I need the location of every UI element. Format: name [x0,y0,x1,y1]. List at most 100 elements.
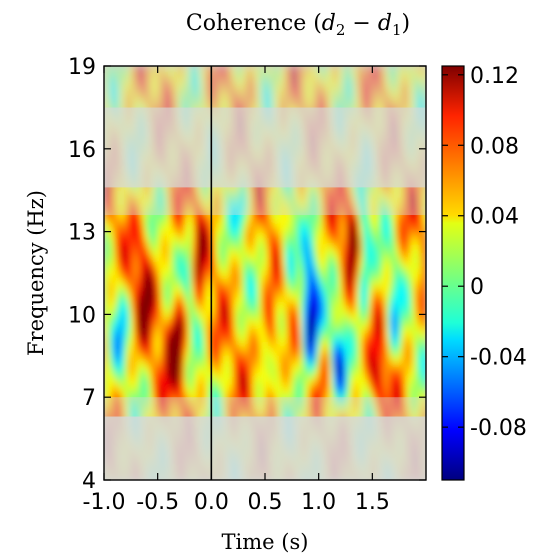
heatmap-cell [231,383,236,391]
heatmap-cell [187,224,192,233]
heatmap-cell [110,190,115,198]
heatmap-cell [298,293,303,302]
heatmap-cell [258,217,263,226]
heatmap-cell [204,293,209,302]
heatmap-cell [211,300,216,309]
heatmap-cell [278,252,283,260]
heatmap-cell [204,286,209,295]
heatmap-cell [157,362,162,371]
heatmap-cell [342,190,347,198]
heatmap-cell [234,321,239,329]
heatmap-cell [301,259,306,267]
heatmap-cell [275,376,280,384]
heatmap-cell [338,390,343,398]
heatmap-cell [147,314,152,322]
heatmap-cell [288,210,293,219]
heatmap-cell [298,342,303,350]
heatmap-cell [107,286,112,295]
heatmap-cell [335,383,340,391]
heatmap-cell [218,259,222,267]
heatmap-cell [201,376,206,384]
heatmap-cell [130,279,135,288]
heatmap-cell [184,369,189,378]
heatmap-cell [181,355,186,364]
heatmap-cell [342,204,347,212]
heatmap-cell [285,197,290,205]
heatmap-cell [362,300,367,309]
heatmap-cell [107,266,112,274]
heatmap-cell [174,197,179,205]
heatmap-cell [204,383,209,391]
heatmap-cell [265,204,269,212]
heatmap-cell [288,273,293,281]
heatmap-cell [221,348,226,357]
heatmap-cell [358,190,363,198]
heatmap-cell [301,342,306,350]
heatmap-cell [177,314,182,322]
heatmap-cell [174,362,179,371]
heatmap-cell [338,252,343,260]
heatmap-cell [355,369,360,378]
heatmap-cell [231,197,236,205]
heatmap-cell [251,362,256,371]
heatmap-cell [301,279,306,288]
heatmap-cell [368,411,373,419]
heatmap-cell [318,321,323,329]
heatmap-cell [201,273,206,281]
heatmap-cell [315,390,320,398]
heatmap-cell [379,390,383,398]
heatmap-cell [221,293,226,302]
heatmap-cell [305,362,310,371]
heatmap-cell [221,238,226,246]
heatmap-cell [328,286,333,295]
heatmap-cell [291,314,296,322]
heatmap-cell [265,321,269,329]
heatmap-cell [281,252,286,260]
heatmap-cell [265,279,269,288]
heatmap-cell [358,369,363,378]
heatmap-cell [114,204,119,212]
heatmap-cell [191,231,196,240]
heatmap-cell [382,383,387,391]
heatmap-cell [251,348,256,357]
heatmap-cell [271,217,276,226]
heatmap-cell [228,245,233,253]
heatmap-cell [127,238,132,246]
heatmap-cell [224,348,229,357]
heatmap-cell [342,300,347,309]
heatmap-cell [322,362,326,371]
heatmap-cell [345,300,350,309]
heatmap-cell [244,397,249,405]
heatmap-cell [134,348,139,357]
heatmap-cell [372,259,377,267]
heatmap-cell [177,217,182,226]
heatmap-cell [104,224,108,233]
heatmap-cell [114,383,119,391]
heatmap-cell [228,314,233,322]
heatmap-cell [167,224,172,233]
heatmap-cell [228,273,233,281]
heatmap-cell [335,342,340,350]
heatmap-cell [251,286,256,295]
heatmap-cell [278,190,283,198]
heatmap-cell [137,321,142,329]
heatmap-cell [368,362,373,371]
heatmap-cell [265,252,269,260]
heatmap-cell [342,252,347,260]
heatmap-cell [298,376,303,384]
heatmap-cell [258,411,263,419]
heatmap-cell [157,376,162,384]
heatmap-cell [231,390,236,398]
heatmap-cell [338,411,343,419]
heatmap-cell [258,404,263,412]
heatmap-cell [174,190,179,198]
heatmap-cell [342,355,347,364]
heatmap-cell [234,293,239,302]
heatmap-cell [348,355,353,364]
heatmap-cell [238,238,243,246]
heatmap-cell [214,210,219,219]
heatmap-cell [271,252,276,260]
heatmap-cell [234,217,239,226]
heatmap-cell [322,307,326,315]
heatmap-cell [368,355,373,364]
